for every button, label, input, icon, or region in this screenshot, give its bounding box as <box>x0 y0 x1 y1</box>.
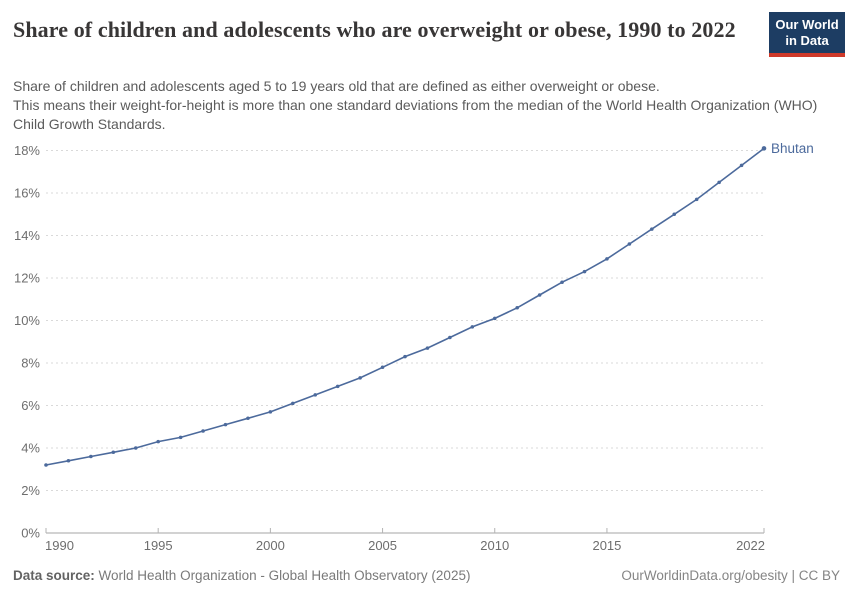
data-line[interactable] <box>45 147 765 466</box>
y-tick-label: 6% <box>21 398 40 413</box>
data-source-text: World Health Organization - Global Healt… <box>94 568 471 583</box>
y-tick-label: 2% <box>21 483 40 498</box>
data-point[interactable] <box>313 393 318 397</box>
data-point[interactable] <box>44 463 48 467</box>
owid-logo-line2: in Data <box>785 33 829 48</box>
x-tick-label: 2022 <box>736 538 765 553</box>
data-point[interactable] <box>246 416 250 421</box>
license-credit[interactable]: OurWorldinData.org/obesity | CC BY <box>621 568 840 583</box>
data-point[interactable] <box>515 305 519 310</box>
owid-logo-line1: Our World <box>775 17 839 32</box>
data-point[interactable] <box>66 458 71 463</box>
data-source-label: Data source: <box>13 568 95 583</box>
data-point[interactable] <box>425 346 430 350</box>
y-tick-label: 16% <box>14 186 40 201</box>
data-point[interactable] <box>133 446 138 450</box>
data-point[interactable] <box>335 384 340 389</box>
x-tick-label: 2000 <box>256 538 285 553</box>
x-tick-label: 1990 <box>45 538 74 553</box>
data-point[interactable] <box>650 227 654 231</box>
data-point[interactable] <box>111 450 116 455</box>
data-point[interactable] <box>560 280 564 285</box>
x-tick-label: 1995 <box>144 538 173 553</box>
data-point[interactable] <box>89 454 93 459</box>
y-tick-label: 8% <box>21 356 40 371</box>
y-tick-label: 10% <box>14 313 40 328</box>
data-point[interactable] <box>605 257 609 261</box>
line-chart: 0% 2% 4% 6% 8% 10% 12% 14% 16% 18% 1990 1995 2000 200… <box>14 141 814 553</box>
y-tick-label: 14% <box>14 228 40 243</box>
data-point[interactable] <box>672 212 677 217</box>
data-point[interactable] <box>582 269 587 274</box>
data-point[interactable] <box>380 365 385 370</box>
data-point[interactable] <box>448 335 452 340</box>
y-tick-label: 12% <box>14 271 40 286</box>
data-point[interactable] <box>761 146 767 151</box>
chart-subtitle: Share of children and adolescents aged 5… <box>13 78 818 132</box>
data-point[interactable] <box>492 316 497 321</box>
y-tick-label: 0% <box>21 526 40 541</box>
data-point[interactable] <box>403 354 407 359</box>
data-point[interactable] <box>223 422 228 427</box>
page-title: Share of children and adolescents who ar… <box>13 17 736 42</box>
data-point[interactable] <box>470 325 475 329</box>
data-point[interactable] <box>291 401 295 406</box>
plot-area: 0% 2% 4% 6% 8% 10% 12% 14% 16% 18% 1990 1995 2000 200… <box>0 140 850 560</box>
data-point[interactable] <box>627 242 632 246</box>
owid-logo: Our World in Data <box>769 12 845 57</box>
chart-footer: Data source: World Health Organization -… <box>13 568 840 588</box>
data-point[interactable] <box>739 163 744 168</box>
data-point[interactable] <box>694 197 699 202</box>
data-point[interactable] <box>156 439 160 444</box>
x-tick-label: 2005 <box>368 538 397 553</box>
y-tick-label: 4% <box>21 441 40 456</box>
data-point[interactable] <box>717 180 721 185</box>
data-point[interactable] <box>268 410 273 414</box>
data-point[interactable] <box>201 429 205 433</box>
series-label[interactable]: Bhutan <box>771 141 814 156</box>
data-point[interactable] <box>178 435 183 440</box>
y-tick-label: 18% <box>14 143 40 158</box>
x-tick-label: 2010 <box>480 538 509 553</box>
data-point[interactable] <box>358 376 362 380</box>
data-point[interactable] <box>537 293 542 297</box>
x-tick-label: 2015 <box>592 538 621 553</box>
